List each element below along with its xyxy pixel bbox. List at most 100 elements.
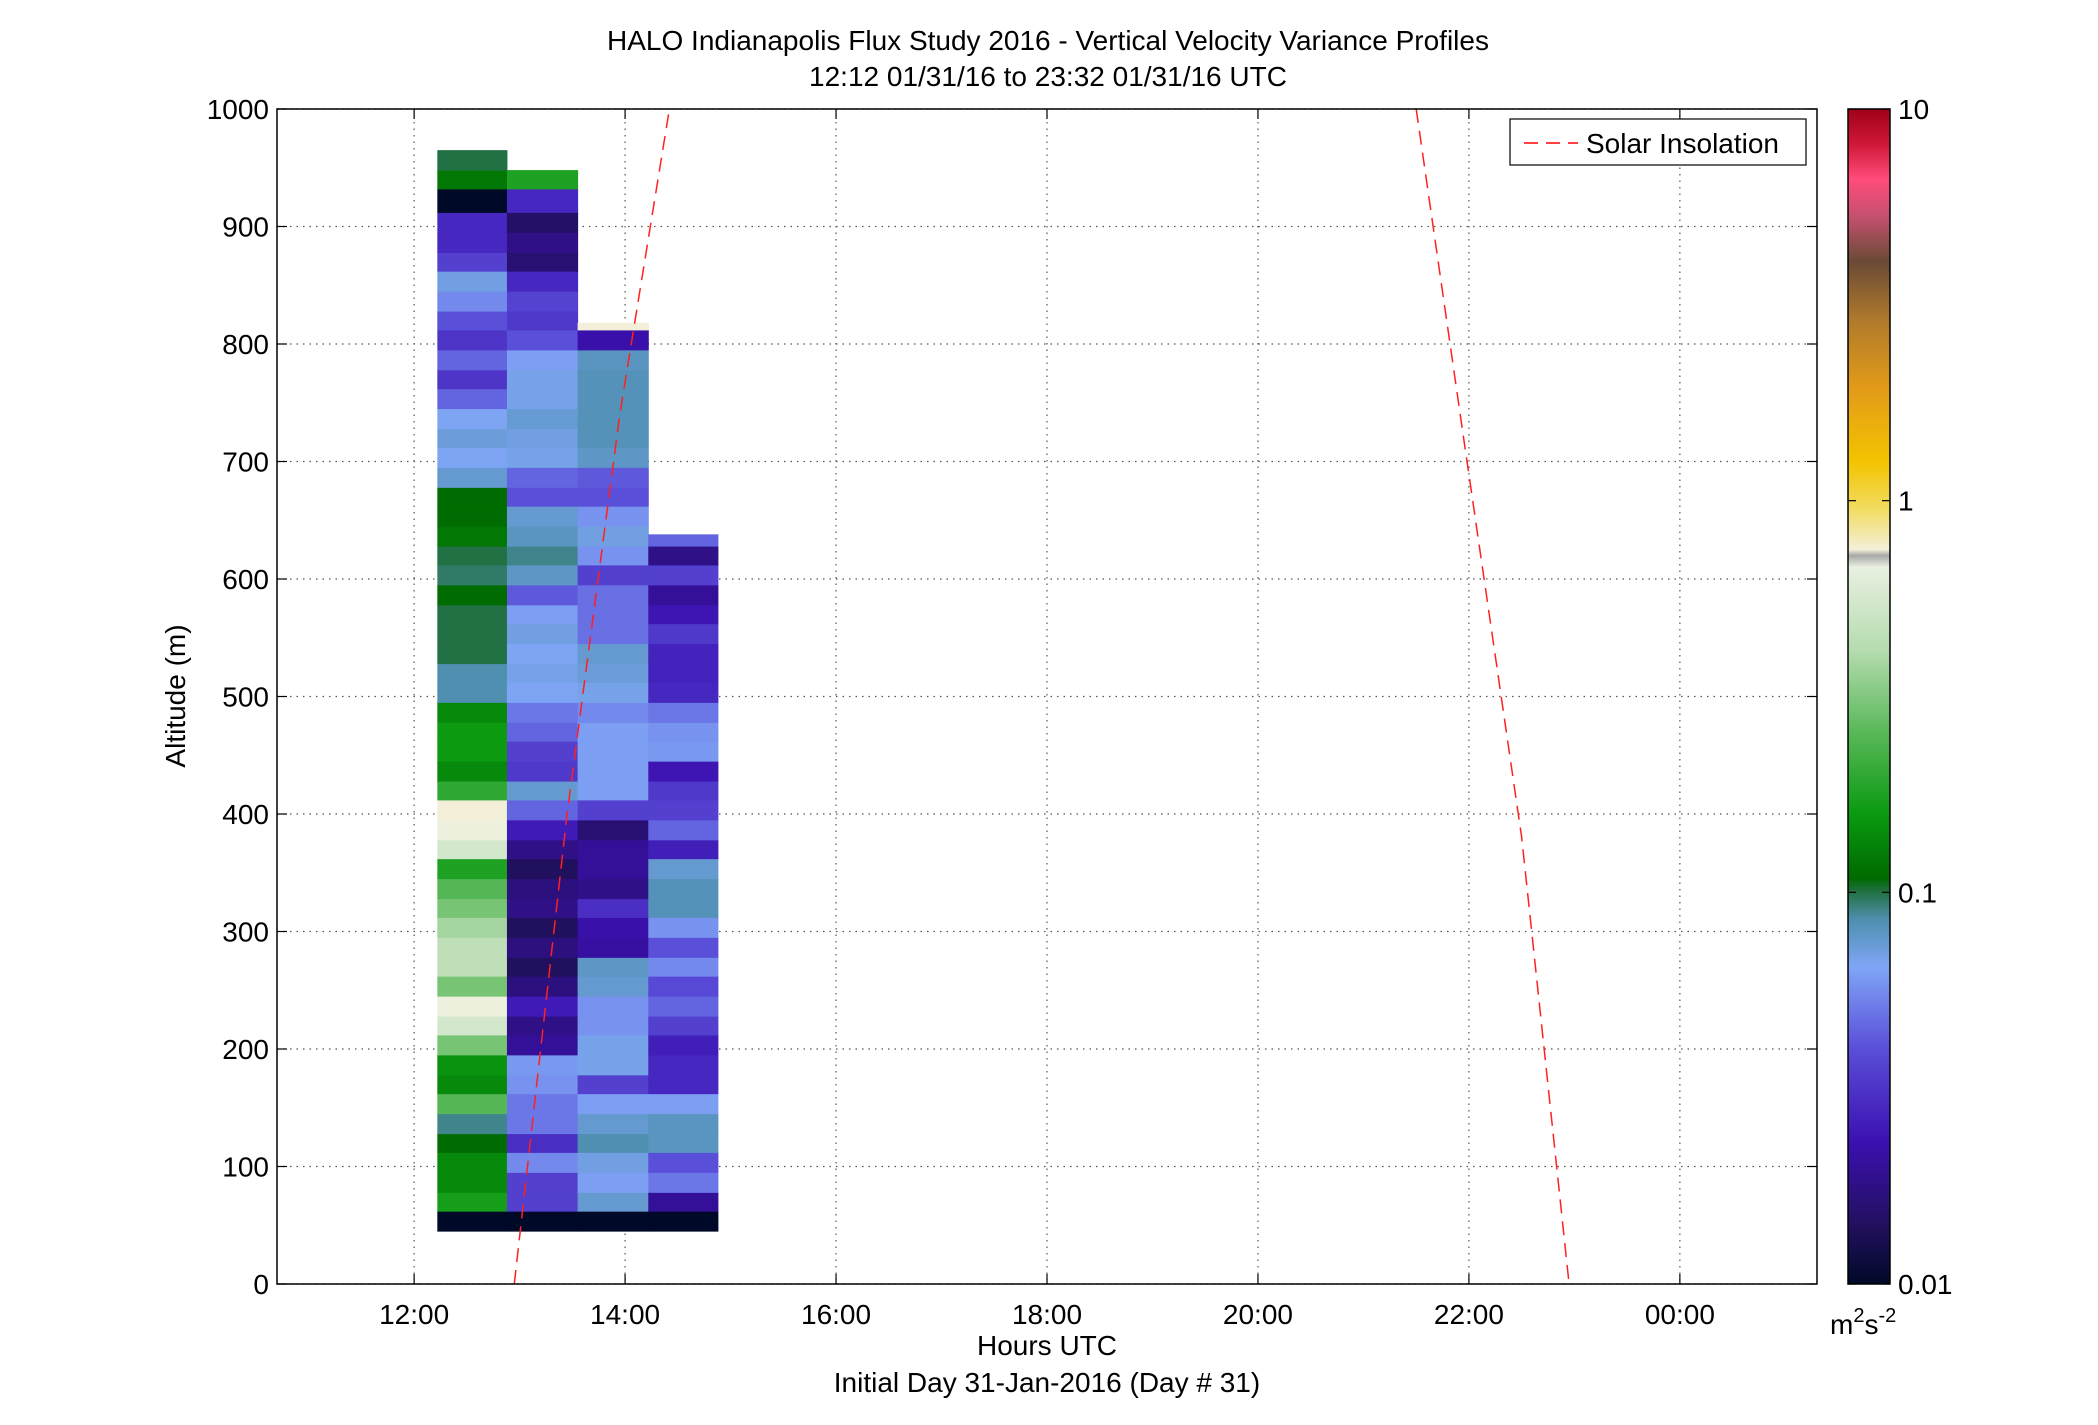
heatmap-cell — [506, 487, 579, 507]
heatmap-cell — [506, 1211, 579, 1232]
heatmap-cell — [437, 682, 508, 703]
heatmap-cell — [437, 584, 508, 606]
heatmap-cell — [437, 546, 508, 566]
y-tick-label: 100 — [222, 1152, 269, 1183]
colorbar-tick-label: 1 — [1898, 486, 1914, 517]
heatmap-cell — [577, 1192, 649, 1212]
heatmap-cell — [506, 663, 579, 683]
heatmap-cell — [437, 487, 508, 507]
heatmap-cell — [437, 1016, 508, 1036]
heatmap-cell — [437, 799, 508, 821]
heatmap-cell — [437, 506, 508, 527]
heatmap-cell — [577, 604, 649, 625]
heatmap-cell — [506, 188, 579, 213]
heatmap-cell — [437, 741, 508, 762]
heatmap-cell — [506, 506, 579, 527]
x-tick-label: 12:00 — [379, 1299, 449, 1330]
heatmap-cell — [506, 1113, 579, 1135]
y-tick-label: 500 — [222, 682, 269, 713]
heatmap-cell — [437, 188, 508, 213]
heatmap-cell — [648, 937, 719, 958]
heatmap-cell — [506, 252, 579, 272]
heatmap-cell — [437, 428, 508, 448]
heatmap-cell — [506, 291, 579, 312]
heatmap-cell — [437, 564, 508, 586]
heatmap-cell — [648, 917, 719, 938]
heatmap-cell — [437, 1133, 508, 1153]
heatmap-cell — [437, 702, 508, 723]
heatmap-cell — [577, 349, 649, 371]
x-tick-label: 16:00 — [801, 1299, 871, 1330]
heatmap-cell — [437, 150, 508, 171]
heatmap-cell — [506, 702, 579, 723]
colorbar-unit-sup1: 2 — [1853, 1305, 1864, 1327]
x-tick-label: 18:00 — [1012, 1299, 1082, 1330]
heatmap-cell — [437, 1192, 508, 1212]
heatmap-cell — [437, 623, 508, 645]
heatmap-cell — [577, 898, 649, 918]
heatmap-cell — [506, 212, 579, 233]
colorbar-unit: m2s-2 — [1830, 1305, 1896, 1340]
legend: Solar Insolation — [1509, 118, 1807, 166]
heatmap-cell — [437, 232, 508, 253]
y-tick-label: 300 — [222, 917, 269, 948]
heatmap-cell — [437, 839, 508, 860]
heatmap-cell — [648, 1054, 719, 1076]
heatmap-cell — [437, 526, 508, 547]
colorbar-tick-label: 10 — [1898, 94, 1929, 125]
solar-insolation-lines — [513, 108, 1570, 1285]
heatmap-cell — [577, 1152, 649, 1173]
heatmap-cell — [577, 682, 649, 703]
heatmap-cell — [506, 1192, 579, 1212]
heatmap-cell — [437, 291, 508, 312]
heatmap-cell — [506, 1054, 579, 1076]
heatmap-cell — [648, 584, 719, 606]
solar-insolation-line — [1415, 108, 1570, 1285]
heatmap-cell — [648, 623, 719, 645]
y-axis-label: Altitude (m) — [160, 624, 191, 767]
heatmap-cell — [577, 447, 649, 468]
heatmap-cell — [648, 1192, 719, 1212]
heatmap-cell — [577, 388, 649, 410]
heatmap-cell — [506, 349, 579, 371]
chart-title: HALO Indianapolis Flux Study 2016 - Vert… — [607, 25, 1489, 56]
heatmap-cell — [506, 526, 579, 547]
heatmap-cell — [506, 1133, 579, 1153]
heatmap-cell — [648, 957, 719, 977]
heatmap-cell — [437, 329, 508, 351]
heatmap-cell — [648, 1113, 719, 1135]
heatmap-cell — [577, 487, 649, 507]
heatmap-cell — [506, 643, 579, 665]
heatmap-cell — [577, 819, 649, 841]
x-tick-label: 14:00 — [590, 1299, 660, 1330]
heatmap-cell — [648, 564, 719, 586]
heatmap-cell — [648, 761, 719, 782]
heatmap-cell — [577, 702, 649, 723]
heatmap-cell — [437, 957, 508, 977]
heatmap-cell — [577, 1034, 649, 1056]
heatmap-cell — [506, 271, 579, 292]
heatmap-cell — [648, 722, 719, 742]
colorbar-unit-mid: s — [1864, 1309, 1878, 1340]
heatmap-cell — [577, 467, 649, 488]
heatmap-cell — [437, 369, 508, 390]
legend-box — [1509, 118, 1807, 166]
heatmap-cell — [577, 623, 649, 645]
heatmap-cell — [577, 937, 649, 958]
heatmap-cell — [506, 232, 579, 253]
y-axis-ticks: 0 100 200 300 400 500 600 700 800 900 1000 — [207, 94, 1817, 1300]
heatmap-cell — [437, 643, 508, 665]
heatmap-cell — [506, 976, 579, 997]
heatmap-cell — [577, 643, 649, 665]
x-tick-label: 00:00 — [1645, 1299, 1715, 1330]
legend-label-solar-insolation: Solar Insolation — [1586, 128, 1779, 159]
colorbar-ticks: 0.01 0.1 1 10 — [1848, 94, 1953, 1300]
heatmap-cell — [648, 976, 719, 997]
x-axis-sublabel: Initial Day 31-Jan-2016 (Day # 31) — [834, 1367, 1260, 1398]
heatmap-cell — [648, 546, 719, 566]
heatmap-cell — [437, 1172, 508, 1193]
colorbar-unit-sup2: -2 — [1878, 1305, 1896, 1327]
heatmap-cell — [437, 1113, 508, 1135]
heatmap-cell — [577, 839, 649, 860]
